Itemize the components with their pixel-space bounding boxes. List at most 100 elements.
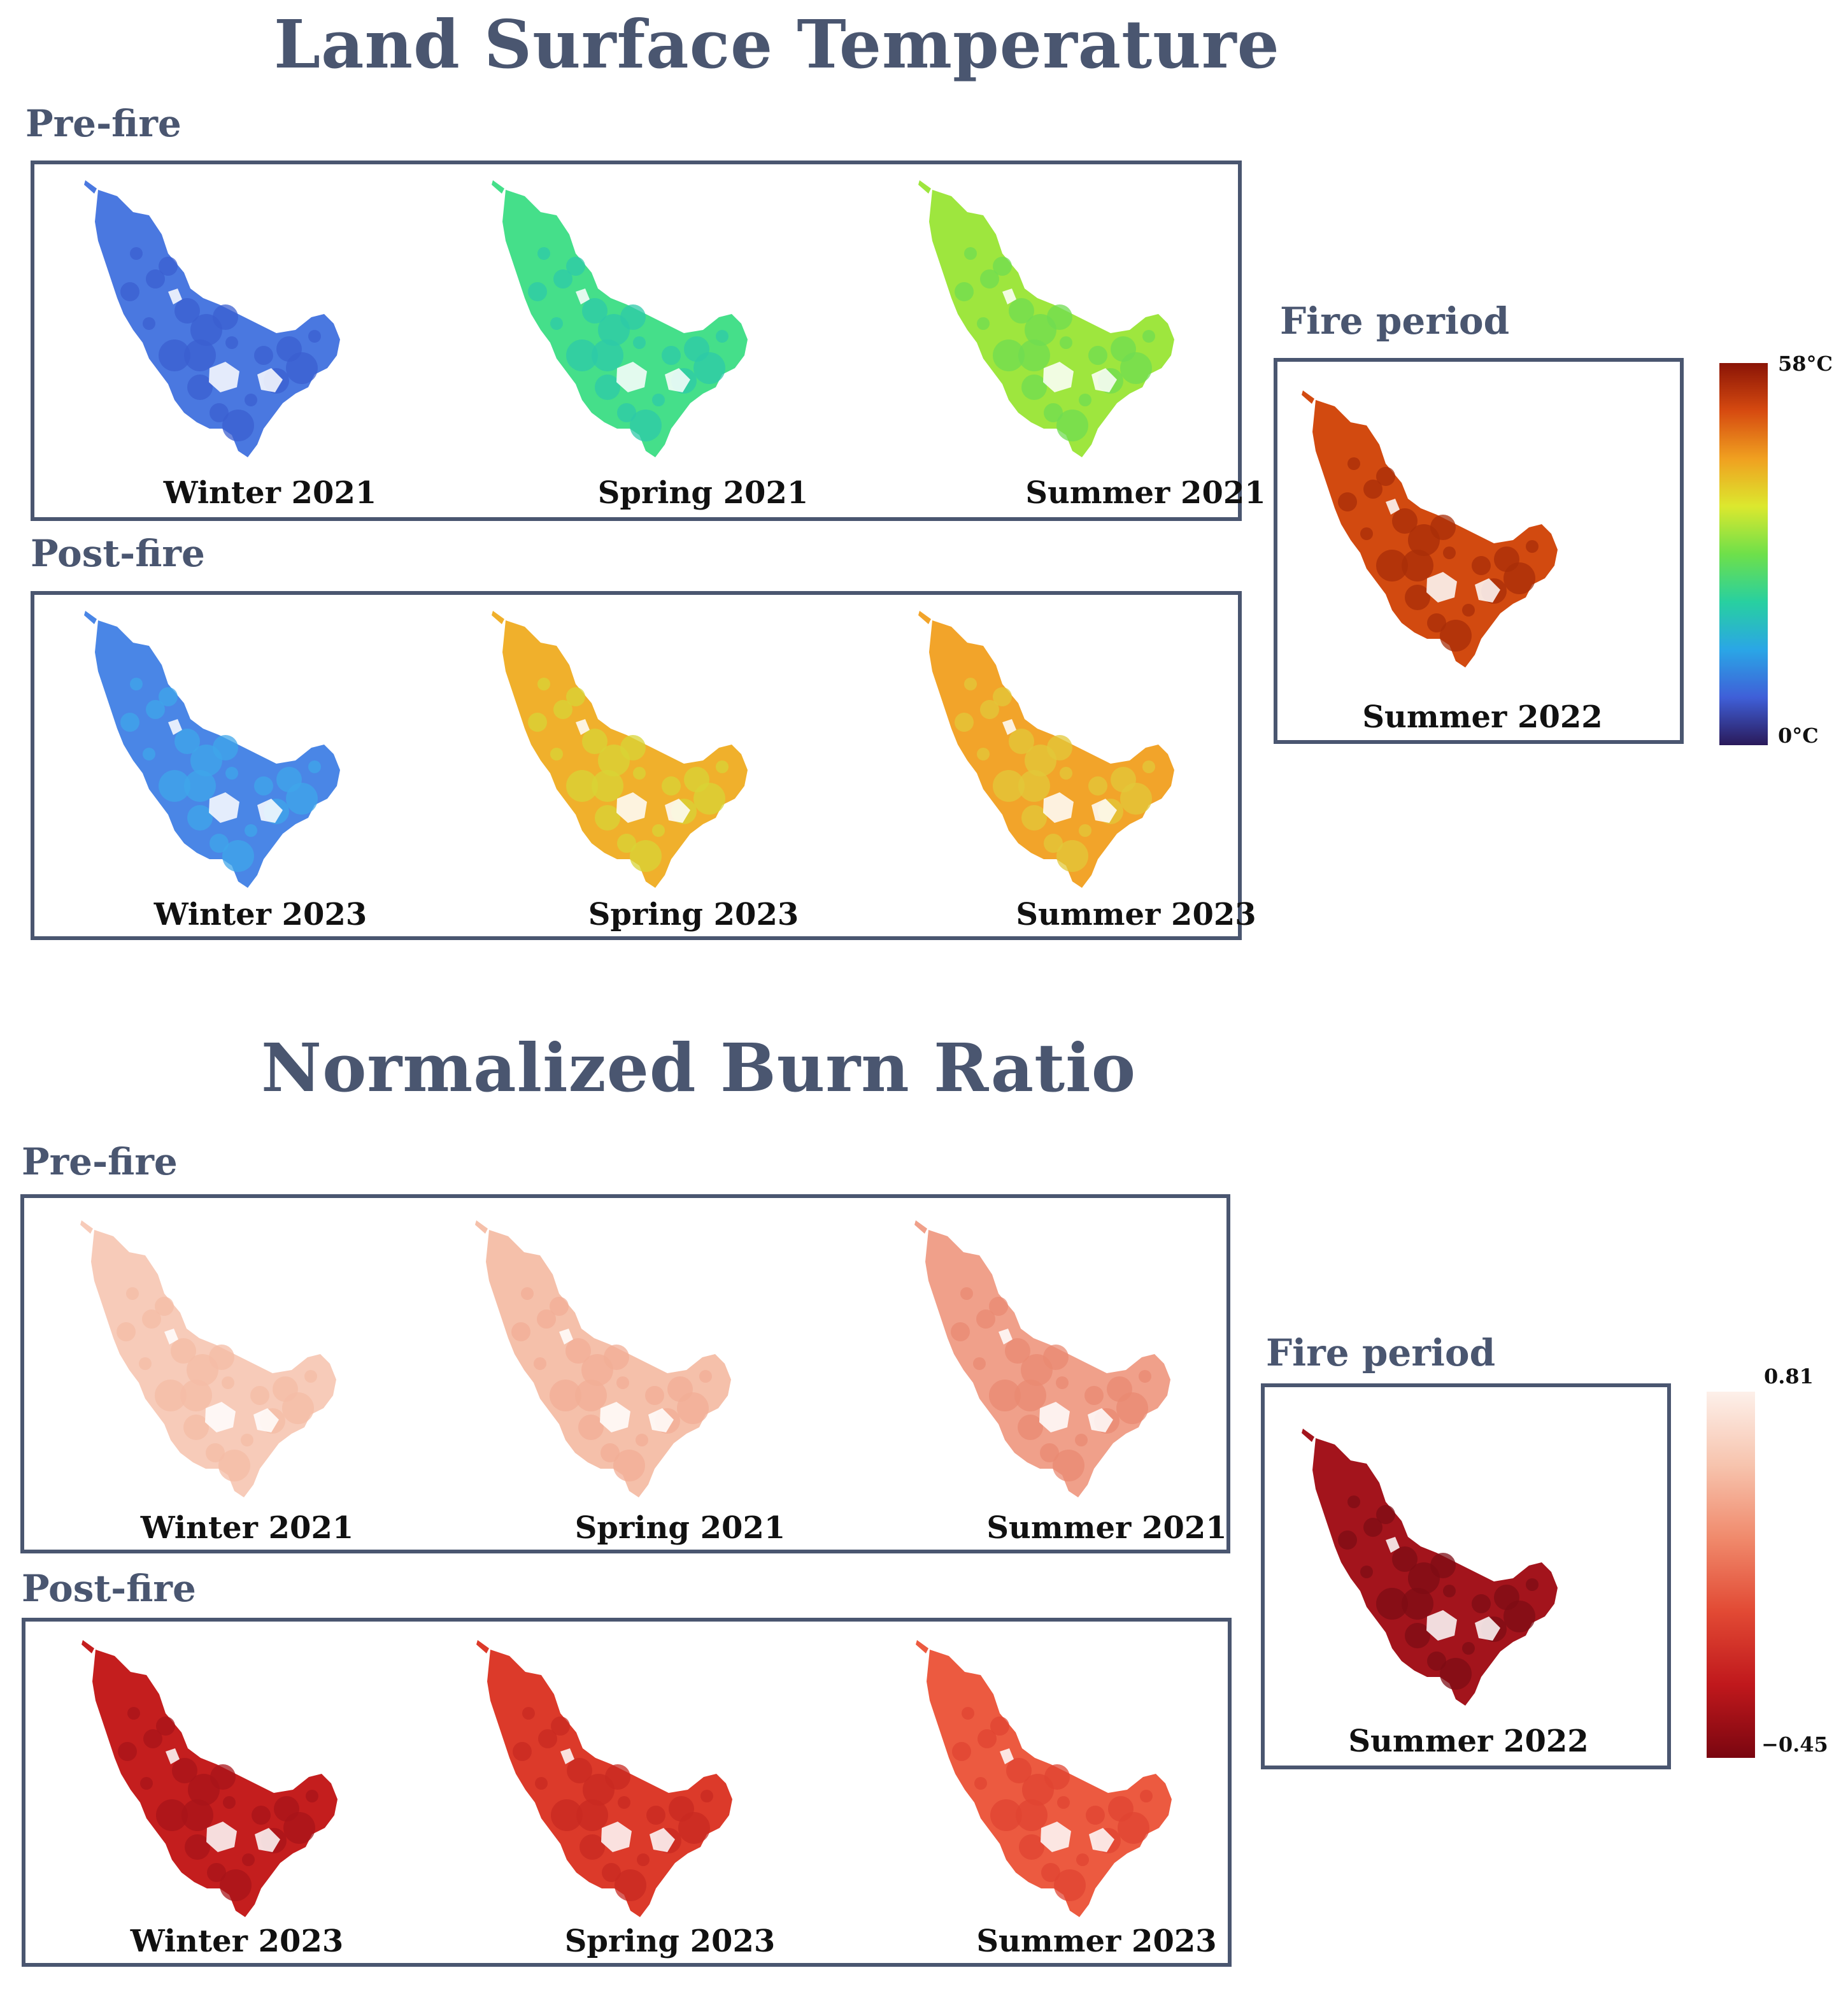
region-texture-patch	[1018, 1415, 1043, 1440]
region-gap	[648, 1408, 674, 1432]
region-texture-patch	[308, 330, 321, 343]
region-texture-patch	[582, 729, 608, 754]
region-texture-patch	[645, 1386, 664, 1405]
region-texture-patch	[241, 1434, 253, 1446]
region-texture-patch	[565, 1338, 591, 1364]
region-gap	[650, 1828, 675, 1852]
region-texture-patch	[595, 375, 620, 400]
region-texture-patch	[528, 282, 547, 301]
region-texture-patch	[218, 1450, 250, 1481]
nbr-label-spring-2021: Spring 2021	[574, 1510, 786, 1546]
nbr-post-fire-panel: Winter 2023 Spring 2023 Summer 2023	[22, 1618, 1232, 1967]
region-texture-patch	[174, 729, 200, 754]
region-texture-patch	[210, 834, 229, 853]
region-texture-patch	[566, 770, 598, 802]
region-texture-patch	[551, 1799, 583, 1831]
nbr-colorbar-max-label: 0.81	[1764, 1364, 1814, 1388]
region-texture-patch	[617, 834, 636, 853]
region-texture-patch	[1402, 550, 1433, 581]
region-texture-patch	[140, 1777, 153, 1790]
region-texture-patch	[286, 352, 318, 384]
region-texture-patch	[511, 1322, 530, 1341]
region-texture-patch	[652, 394, 665, 406]
region-texture-patch	[1014, 1380, 1046, 1411]
region-texture-patch	[155, 1297, 174, 1316]
region-texture-patch	[143, 748, 155, 760]
lst-pre-fire-panel: Winter 2021 Spring 2021 Summer 2021	[31, 161, 1266, 521]
region-gap	[209, 792, 239, 823]
region-texture-patch	[1075, 1434, 1088, 1446]
region-texture-patch	[962, 1707, 974, 1720]
region-texture-patch	[1347, 1495, 1360, 1508]
region-gap	[1043, 792, 1074, 823]
region-texture-patch	[1084, 1386, 1104, 1405]
region-texture-patch	[1472, 556, 1491, 575]
region-texture-patch	[990, 1716, 1009, 1736]
region-texture-patch	[1427, 1652, 1446, 1671]
region-texture-patch	[1118, 1812, 1149, 1844]
region-texture-patch	[222, 840, 254, 872]
region-texture-patch	[1057, 1796, 1070, 1809]
region-texture-patch	[1047, 304, 1072, 330]
region-texture-patch	[1005, 1338, 1030, 1364]
region-texture-patch	[1079, 824, 1091, 837]
region-fragment	[1302, 390, 1314, 404]
region-texture-patch	[127, 1707, 140, 1720]
region-texture-patch	[662, 776, 681, 796]
region-gap	[257, 799, 283, 823]
region-texture-patch	[1462, 1642, 1475, 1655]
region-texture-patch	[1376, 467, 1395, 486]
region-texture-patch	[1018, 770, 1050, 802]
region-fragment	[914, 1220, 927, 1234]
region-texture-patch	[1088, 776, 1107, 796]
region-gap	[576, 719, 590, 735]
region-texture-patch	[1047, 735, 1072, 760]
region-texture-patch	[250, 1386, 269, 1405]
region-gap	[1088, 1408, 1113, 1432]
region-texture-patch	[1040, 1443, 1059, 1462]
lst-label-summer-2023: Summer 2023	[1016, 897, 1256, 932]
region-gap	[600, 1402, 630, 1432]
region-texture-patch	[1053, 1450, 1084, 1481]
region-texture-patch	[1338, 492, 1357, 511]
region-texture-patch	[993, 770, 1025, 802]
region-texture-patch	[535, 1777, 548, 1790]
region-texture-patch	[605, 1764, 630, 1790]
nbr-post-fire-heading: Post-fire	[22, 1567, 196, 1610]
region-texture-patch	[245, 824, 257, 837]
nbr-map-summer-2021	[903, 1217, 1260, 1510]
region-texture-patch	[1405, 1623, 1430, 1648]
region-texture-patch	[286, 783, 318, 815]
region-texture-patch	[613, 1450, 645, 1481]
nbr-label-summer-2021: Summer 2021	[986, 1510, 1227, 1546]
region-fragment	[1302, 1429, 1314, 1442]
region-texture-patch	[521, 1287, 534, 1300]
region-gap	[1000, 1748, 1014, 1764]
region-texture-patch	[678, 1812, 710, 1844]
region-texture-patch	[304, 1370, 317, 1383]
region-texture-patch	[213, 304, 238, 330]
region-fragment	[476, 1640, 489, 1653]
lst-map-spring-2023	[480, 608, 837, 901]
region-texture-patch	[143, 317, 155, 330]
region-gap	[1475, 578, 1500, 603]
region-texture-patch	[1363, 1518, 1382, 1537]
region-texture-patch	[1120, 783, 1152, 815]
region-texture-patch	[582, 298, 608, 324]
region-texture-patch	[716, 760, 729, 773]
region-texture-patch	[183, 1415, 209, 1440]
region-texture-patch	[187, 805, 213, 831]
region-texture-patch	[254, 346, 273, 365]
region-texture-patch	[633, 767, 646, 780]
region-texture-patch	[225, 767, 238, 780]
region-texture-patch	[1019, 1834, 1044, 1860]
region-texture-patch	[974, 1777, 987, 1790]
region-texture-patch	[1440, 1658, 1472, 1690]
lst-pre-fire-heading: Pre-fire	[25, 102, 181, 145]
nbr-colorbar	[1707, 1392, 1755, 1758]
region-texture-patch	[952, 1742, 971, 1761]
region-gap	[1089, 1828, 1114, 1852]
region-texture-patch	[1079, 394, 1091, 406]
region-texture-patch	[181, 1799, 213, 1831]
region-texture-patch	[1363, 480, 1382, 499]
